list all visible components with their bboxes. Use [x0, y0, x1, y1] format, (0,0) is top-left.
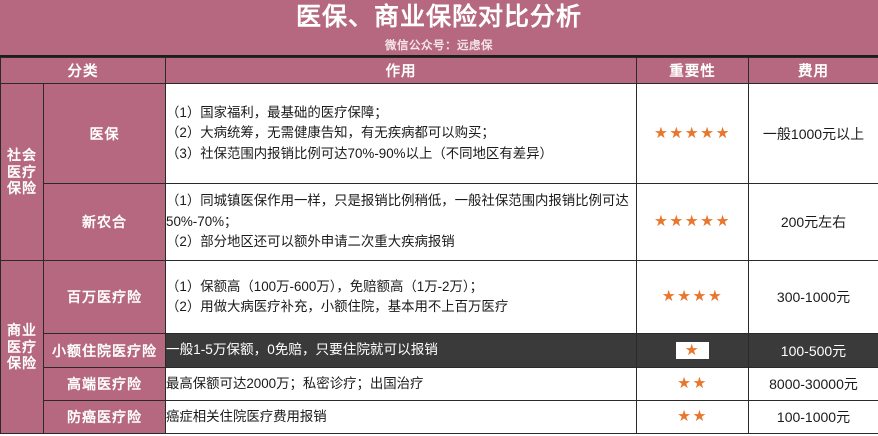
row-fee: 100-500元	[748, 333, 878, 368]
comparison-table: 分类 作用 重要性 费用 社会 医疗 保险 医保 （1）国家福利，最基础的医疗保障；…	[0, 57, 878, 434]
column-header-fee: 费用	[748, 57, 878, 84]
page-subtitle: 微信公众号：远虑保	[385, 39, 493, 52]
effect-line: 一般1-5万保额，0免赔，只要住院就可以报销	[166, 342, 438, 358]
table-row: 防癌医疗险 癌症相关住院医疗费用报销 ★★ 100-1000元	[1, 400, 878, 434]
effect-line: （1）国家福利，最基础的医疗保障；	[166, 104, 388, 120]
row-importance-stars: ★★★★	[636, 260, 749, 334]
row-importance-stars: ★★	[636, 367, 749, 401]
row-importance-stars: ★	[636, 333, 749, 368]
column-header-importance: 重要性	[636, 57, 749, 84]
effect-line: （2）部分地区还可以额外申请二次重大疾病报销	[166, 234, 455, 250]
row-label: 小额住院医疗险	[43, 333, 166, 368]
row-fee: 100-1000元	[748, 400, 878, 434]
row-effect: 一般1-5万保额，0免赔，只要住院就可以报销	[165, 333, 637, 368]
effect-line: （2）大病统筹，无需健康告知，有无疾病都可以购买；	[166, 125, 495, 141]
row-fee: 200元左右	[748, 183, 878, 261]
row-effect: 最高保额可达2000万；私密诊疗；出国治疗	[165, 367, 637, 401]
row-label: 高端医疗险	[43, 367, 166, 401]
row-importance-stars: ★★	[636, 400, 749, 434]
table-row: 高端医疗险 最高保额可达2000万；私密诊疗；出国治疗 ★★ 8000-3000…	[1, 367, 878, 401]
row-fee: 300-1000元	[748, 260, 878, 334]
effect-line: （1）保额高（100万-600万），免赔额高（1万-2万）；	[166, 278, 483, 294]
row-label: 新农合	[43, 183, 166, 261]
row-fee: 一般1000元以上	[748, 83, 878, 184]
effect-line: （3）社保范围内报销比例可达70%-90%以上（不同地区有差异）	[166, 145, 553, 161]
row-label: 医保	[43, 83, 166, 184]
column-header-category: 分类	[0, 57, 166, 84]
column-header-effect: 作用	[165, 57, 637, 84]
effect-line: 癌症相关住院医疗费用报销	[166, 408, 327, 424]
effect-line: （1）同城镇医保作用一样，只是报销比例稍低，一般社保范围内报销比例可达50%-7…	[166, 193, 629, 229]
row-effect: （1）保额高（100万-600万），免赔额高（1万-2万）； （2）用做大病医疗…	[165, 260, 637, 334]
title-band: 医保、商业保险对比分析 微信公众号：远虑保	[0, 0, 878, 57]
table-row-highlighted: 小额住院医疗险 一般1-5万保额，0免赔，只要住院就可以报销 ★ 100-500…	[1, 333, 878, 368]
effect-line: （2）用做大病医疗补充，小额住院，基本用不上百万医疗	[166, 299, 509, 314]
table-row: 新农合 （1）同城镇医保作用一样，只是报销比例稍低，一般社保范围内报销比例可达5…	[1, 183, 878, 261]
row-importance-stars: ★★★★★	[636, 183, 749, 261]
row-fee: 8000-30000元	[748, 367, 878, 401]
row-effect: 癌症相关住院医疗费用报销	[165, 400, 637, 434]
table-row: 商业 医疗 保险 百万医疗险 （1）保额高（100万-600万），免赔额高（1万-2…	[0, 260, 878, 434]
row-importance-stars: ★★★★★	[636, 83, 749, 184]
star-rating-badge: ★	[675, 341, 710, 360]
group-label-commercial-insurance: 商业 医疗 保险	[0, 260, 44, 434]
row-label: 百万医疗险	[43, 260, 166, 334]
effect-line: 最高保额可达2000万；私密诊疗；出国治疗	[166, 375, 424, 391]
table-header-row: 分类 作用 重要性 费用	[0, 57, 878, 84]
row-effect: （1）国家福利，最基础的医疗保障； （2）大病统筹，无需健康告知，有无疾病都可以…	[165, 83, 637, 184]
table-row: 社会 医疗 保险 医保 （1）国家福利，最基础的医疗保障； （2）大病统筹，无需健康…	[0, 83, 878, 261]
row-label: 防癌医疗险	[43, 400, 166, 434]
group-label-text: 社会 医疗 保险	[7, 147, 37, 197]
page-title: 医保、商业保险对比分析	[295, 2, 582, 31]
row-effect: （1）同城镇医保作用一样，只是报销比例稍低，一般社保范围内报销比例可达50%-7…	[165, 183, 637, 261]
group-label-social-insurance: 社会 医疗 保险	[0, 83, 44, 261]
group-label-text: 商业 医疗 保险	[7, 322, 37, 372]
